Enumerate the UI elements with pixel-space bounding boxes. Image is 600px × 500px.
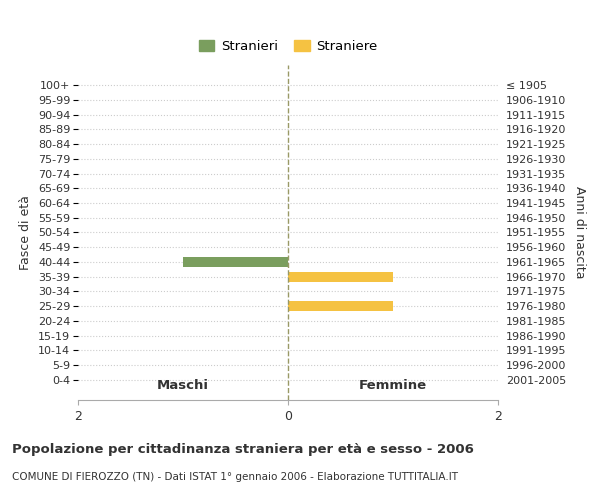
Bar [183,257,288,267]
Text: Maschi: Maschi [157,378,209,392]
Y-axis label: Anni di nascita: Anni di nascita [572,186,586,279]
Text: COMUNE DI FIEROZZO (TN) - Dati ISTAT 1° gennaio 2006 - Elaborazione TUTTITALIA.I: COMUNE DI FIEROZZO (TN) - Dati ISTAT 1° … [12,472,458,482]
Legend: Stranieri, Straniere: Stranieri, Straniere [193,34,383,58]
Y-axis label: Fasce di età: Fasce di età [19,195,32,270]
Text: Popolazione per cittadinanza straniera per età e sesso - 2006: Popolazione per cittadinanza straniera p… [12,442,474,456]
Bar [288,302,393,311]
Text: Femmine: Femmine [359,378,427,392]
Bar [288,272,393,281]
